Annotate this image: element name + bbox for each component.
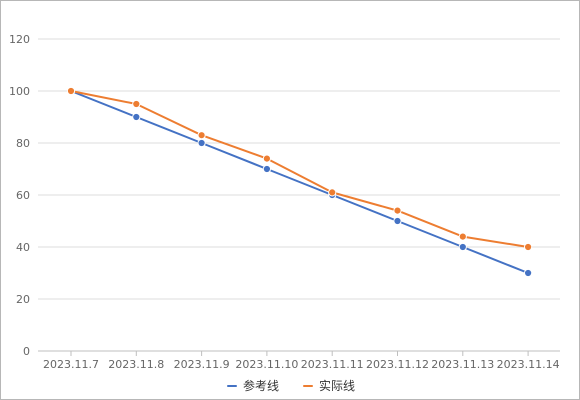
series-lines <box>66 86 533 278</box>
series-point-1 <box>393 206 402 215</box>
y-tick-label: 100 <box>9 85 30 98</box>
legend-label-0: 参考线 <box>243 378 279 393</box>
series-point-1 <box>66 86 76 96</box>
x-tick-label: 2023.11.7 <box>43 358 99 371</box>
series-point-0 <box>262 164 271 174</box>
series-point-1 <box>524 242 533 252</box>
y-tick-label: 0 <box>23 345 30 358</box>
x-tick-label: 2023.11.9 <box>174 358 230 371</box>
x-tick-label: 2023.11.10 <box>235 358 298 371</box>
x-tick-label: 2023.11.12 <box>366 358 429 371</box>
y-tick-label: 60 <box>16 189 30 202</box>
series-point-1 <box>262 154 271 163</box>
series-point-0 <box>524 268 533 278</box>
series-line-0 <box>70 90 530 274</box>
x-tick-label: 2023.11.11 <box>301 358 364 371</box>
series-line-1 <box>70 90 530 248</box>
series-point-0 <box>197 138 206 148</box>
x-tick-label: 2023.11.8 <box>108 358 164 371</box>
x-tick-label: 2023.11.13 <box>431 358 494 371</box>
y-tick-label: 80 <box>16 137 30 150</box>
y-axis-ticks: 0 20 40 60 80 100 120 <box>9 33 30 358</box>
legend: 参考线 实际线 <box>227 378 355 393</box>
legend-label-1: 实际线 <box>319 378 355 393</box>
x-axis-ticks: 2023.11.7 2023.11.8 2023.11.9 2023.11.10 202… <box>43 351 560 371</box>
series-point-1 <box>132 99 141 109</box>
series-point-0 <box>132 112 141 122</box>
series-point-1 <box>197 131 206 140</box>
gridlines <box>38 38 560 352</box>
series-point-1 <box>328 188 337 197</box>
y-tick-label: 20 <box>16 293 30 306</box>
y-tick-label: 40 <box>16 241 30 254</box>
series-point-0 <box>458 242 467 252</box>
y-tick-label: 120 <box>9 33 30 46</box>
series-point-1 <box>458 232 467 241</box>
series-point-0 <box>393 216 402 226</box>
x-tick-label: 2023.11.14 <box>497 358 560 371</box>
